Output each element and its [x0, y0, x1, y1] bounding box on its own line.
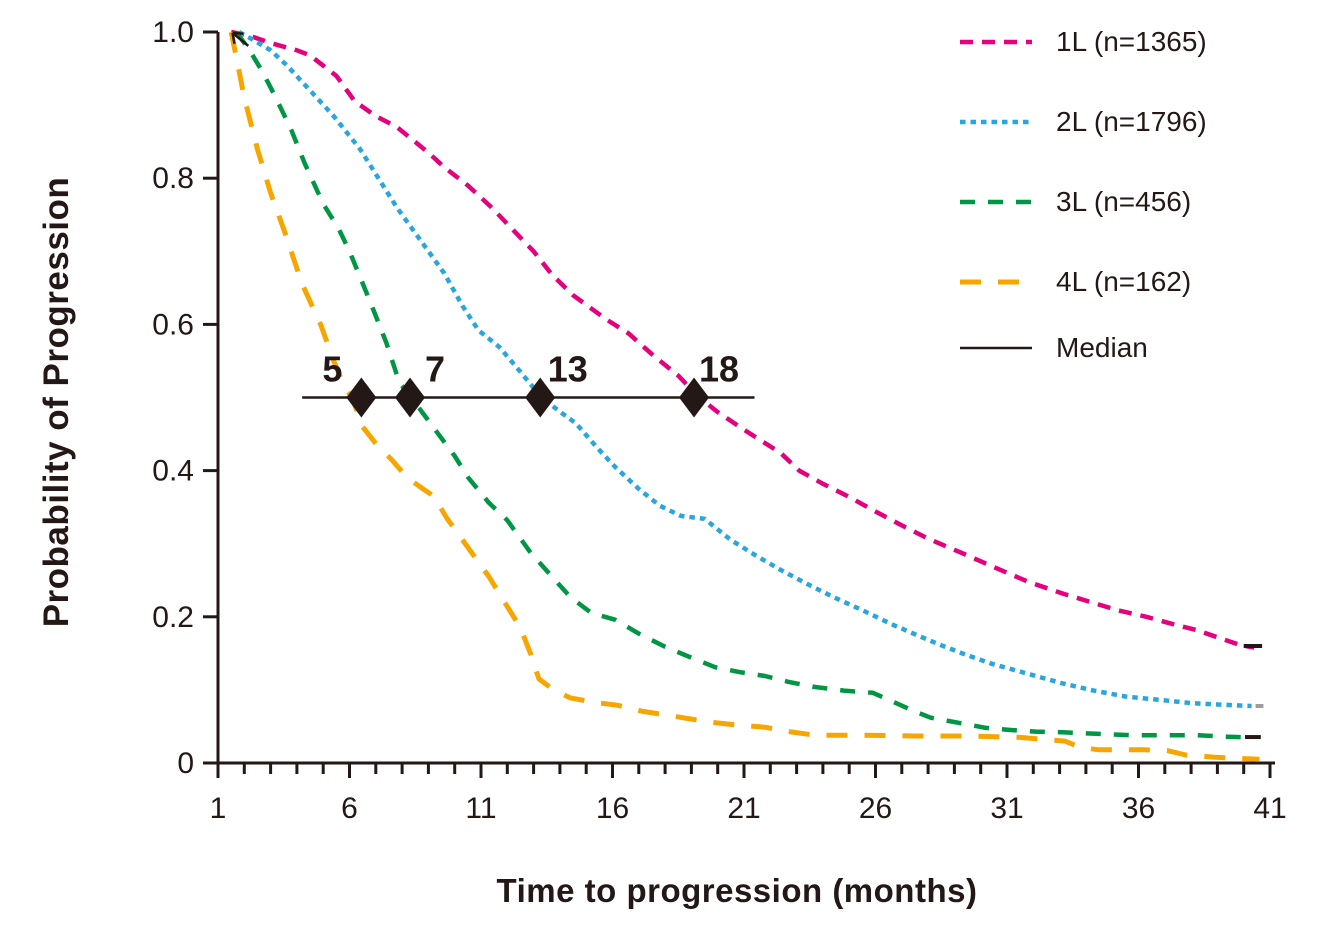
x-tick-label: 1 — [210, 792, 227, 825]
y-tick-label: 0 — [177, 747, 194, 780]
series-line-2l — [237, 30, 1252, 709]
median-value-label: 13 — [548, 349, 588, 390]
start-arrow-icon — [231, 31, 250, 47]
legend-swatch-4l — [960, 279, 1032, 285]
legend-item-4l: 4L (n=162) — [958, 266, 1192, 297]
legend-swatch-median — [960, 346, 1032, 350]
y-tick-label: 0.6 — [152, 308, 194, 341]
x-tick-label: 36 — [1122, 792, 1155, 825]
median-diamond — [525, 377, 556, 418]
legend-label-1l: 1L (n=1365) — [1056, 26, 1207, 57]
legend-item-3l: 3L (n=456) — [958, 186, 1192, 217]
y-axis-title: Probability of Progression — [37, 176, 76, 628]
legend-label-2l: 2L (n=1796) — [1056, 106, 1207, 137]
series-line-4l — [228, 31, 1260, 762]
x-tick-label: 41 — [1253, 792, 1286, 825]
x-axis-title: Time to progression (months) — [496, 872, 978, 909]
x-tick-label: 31 — [990, 792, 1023, 825]
median-diamond — [679, 377, 710, 418]
series-line-3l — [234, 30, 1250, 740]
legend-item-2l: 2L (n=1796) — [958, 106, 1207, 137]
y-tick-label: 0.8 — [152, 162, 194, 195]
legend-label-median: Median — [1056, 332, 1148, 363]
y-tick-label: 1.0 — [152, 16, 194, 49]
median-diamond — [394, 377, 425, 418]
median-value-label: 5 — [322, 349, 342, 390]
x-tick-label: 16 — [596, 792, 629, 825]
legend-swatch-1l — [960, 39, 1032, 45]
median-diamond — [346, 377, 377, 418]
legend-swatch-2l — [960, 119, 1032, 125]
x-tick-label: 11 — [465, 792, 496, 825]
legend-item-median: Median — [958, 332, 1148, 363]
x-tick-label: 6 — [341, 792, 358, 825]
median-value-label: 18 — [699, 349, 739, 390]
x-tick-label: 21 — [727, 792, 760, 825]
x-tick-label: 26 — [859, 792, 892, 825]
y-tick-label: 0.2 — [152, 601, 194, 634]
legend-label-3l: 3L (n=456) — [1056, 186, 1192, 217]
legend-label-4l: 4L (n=162) — [1056, 266, 1192, 297]
legend-item-1l: 1L (n=1365) — [958, 26, 1207, 57]
y-tick-label: 0.4 — [152, 455, 194, 488]
legend-swatch-3l — [960, 199, 1032, 205]
median-value-label: 7 — [425, 349, 445, 390]
